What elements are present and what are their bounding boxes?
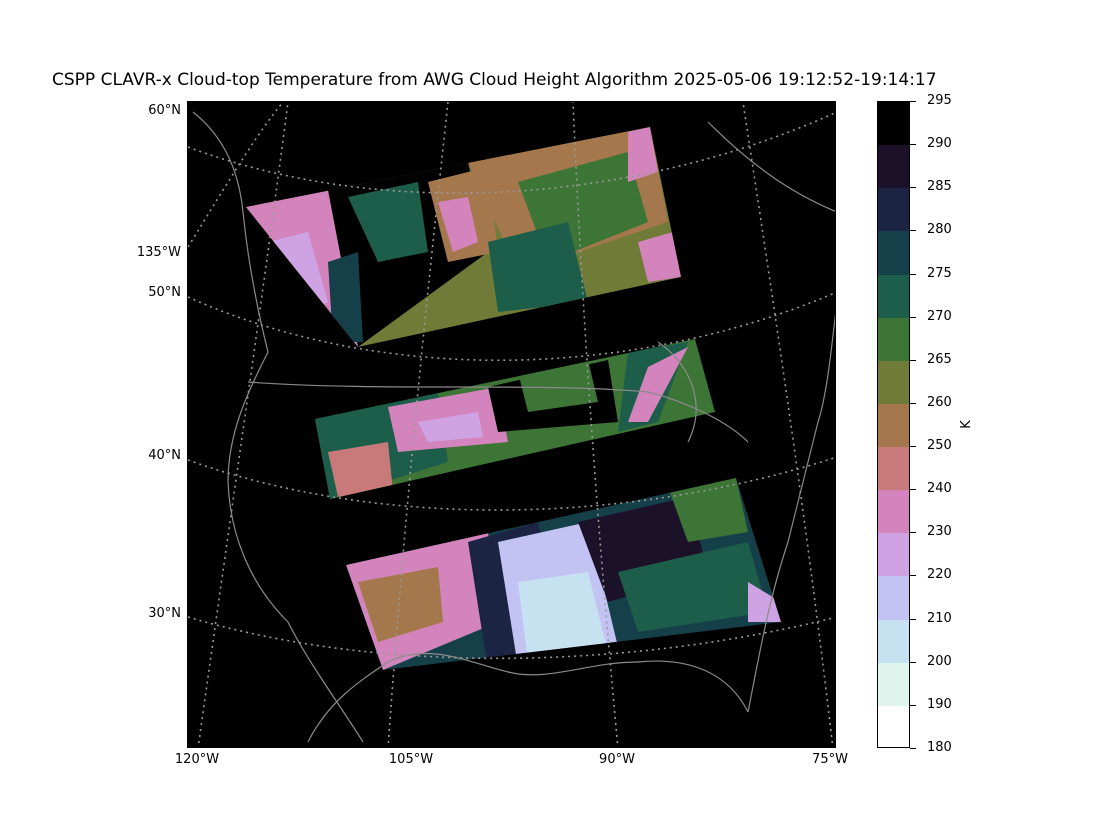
lat-label-50n: 50°N — [148, 285, 181, 300]
colorbar-tick-label: 295 — [927, 93, 952, 108]
colorbar-segment — [878, 662, 909, 707]
colorbar-tick — [910, 273, 916, 275]
colorbar-tick — [910, 532, 916, 534]
map-panel — [187, 101, 836, 748]
colorbar-tick — [910, 230, 916, 232]
colorbar-tick — [910, 446, 916, 448]
colorbar-segment — [878, 619, 909, 664]
colorbar-segment — [878, 360, 909, 405]
satellite-swath-south — [346, 478, 781, 670]
lon-label-105w: 105°W — [388, 752, 434, 767]
colorbar-tick-label: 210 — [927, 610, 952, 626]
colorbar-tick — [910, 489, 916, 491]
colorbar-segment — [878, 447, 909, 491]
lon-label-75w: 75°W — [812, 752, 848, 767]
colorbar-tick-label: 265 — [927, 351, 952, 367]
colorbar-unit-label: K — [958, 420, 974, 429]
colorbar-segment — [878, 188, 909, 232]
colorbar-segment — [878, 705, 909, 747]
colorbar-segment — [878, 145, 909, 189]
colorbar-tick-label: 180 — [927, 740, 952, 755]
colorbar-tick-label: 240 — [927, 481, 952, 497]
colorbar-tick — [910, 661, 916, 663]
colorbar-tick-label: 200 — [927, 653, 952, 669]
lon-label-90w: 90°W — [599, 752, 635, 767]
satellite-swath-north — [246, 127, 681, 347]
lon-label-135w: 135°W — [136, 245, 181, 260]
colorbar-segment — [878, 576, 909, 621]
colorbar-segment — [878, 533, 909, 577]
colorbar-tick-label: 270 — [927, 308, 952, 324]
colorbar-segment — [878, 231, 909, 276]
colorbar-tick — [910, 402, 916, 404]
colorbar-tick-label: 220 — [927, 567, 952, 583]
coastlines — [192, 111, 835, 743]
colorbar-tick — [910, 575, 916, 577]
lon-label-120w: 120°W — [174, 752, 220, 767]
colorbar-tick — [910, 748, 916, 749]
colorbar-tick — [910, 618, 916, 620]
colorbar-tick-label: 275 — [927, 265, 952, 281]
colorbar-tick — [910, 187, 916, 189]
colorbar-segment — [878, 317, 909, 362]
colorbar-tick-label: 280 — [927, 222, 952, 238]
graticule — [188, 102, 835, 747]
colorbar-segment — [878, 490, 909, 534]
lat-label-30n: 30°N — [148, 606, 181, 621]
colorbar-tick — [910, 101, 916, 102]
colorbar-tick-label: 290 — [927, 136, 952, 152]
lat-label-40n: 40°N — [148, 448, 181, 463]
colorbar-tick — [910, 316, 916, 318]
colorbar-tick — [910, 359, 916, 361]
map-svg — [188, 102, 835, 747]
colorbar-tick — [910, 704, 916, 706]
lat-label-60n: 60°N — [148, 103, 181, 118]
colorbar-tick-label: 260 — [927, 394, 952, 410]
chart-title: CSPP CLAVR-x Cloud-top Temperature from … — [52, 70, 937, 90]
colorbar-segment — [878, 403, 909, 448]
colorbar-tick-label: 285 — [927, 179, 952, 195]
colorbar-tick-label: 230 — [927, 524, 952, 540]
colorbar — [877, 101, 910, 748]
colorbar-tick-label: 250 — [927, 438, 952, 454]
satellite-swath-middle — [315, 339, 715, 499]
colorbar-tick-label: 190 — [927, 696, 952, 712]
colorbar-segment — [878, 274, 909, 319]
colorbar-segment — [878, 102, 909, 146]
colorbar-tick — [910, 144, 916, 146]
